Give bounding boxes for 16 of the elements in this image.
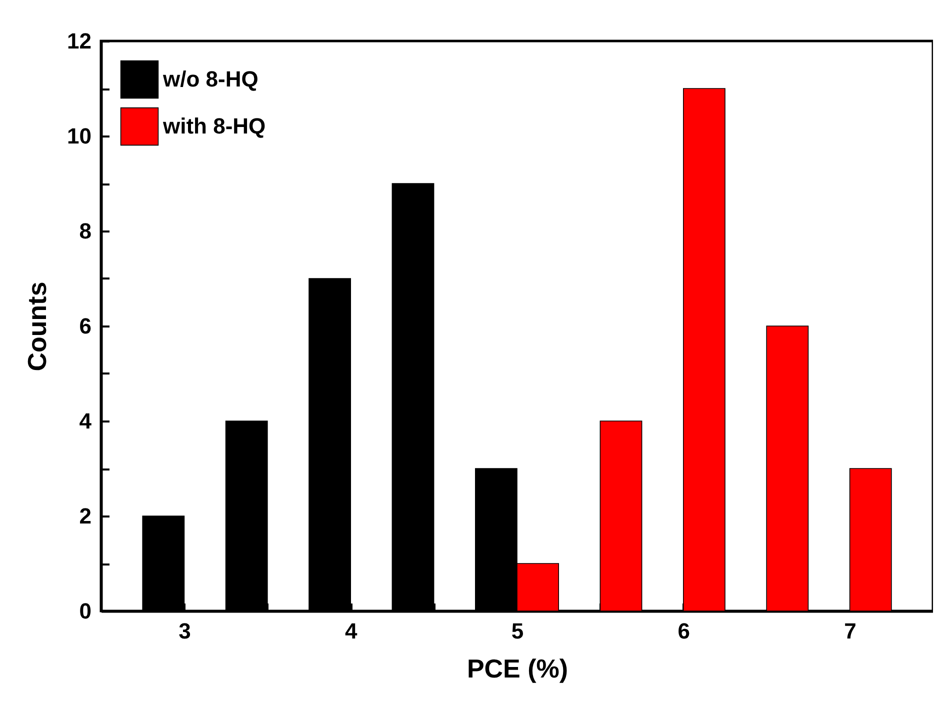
legend-label: with 8-HQ: [162, 114, 266, 138]
y-tick-label: 10: [67, 124, 92, 148]
y-tick-label: 12: [67, 28, 92, 54]
x-tick-label: 3: [178, 618, 191, 644]
y-tick-label: 0: [79, 598, 92, 624]
y-tick-label: 8: [79, 218, 92, 244]
x-tick-label: 7: [844, 618, 856, 644]
legend-label: w/o 8-HQ: [162, 66, 258, 92]
x-tick-label: 5: [511, 618, 524, 644]
y-tick-label: 2: [79, 504, 92, 528]
y-tick-label: 4: [79, 408, 92, 434]
x-tick-label: 6: [678, 618, 690, 644]
x-tick-label: 4: [344, 618, 358, 644]
y-tick-label: 6: [79, 314, 92, 338]
x-axis-title: PCE (%): [466, 654, 568, 684]
y-axis-title: Counts: [22, 282, 52, 372]
